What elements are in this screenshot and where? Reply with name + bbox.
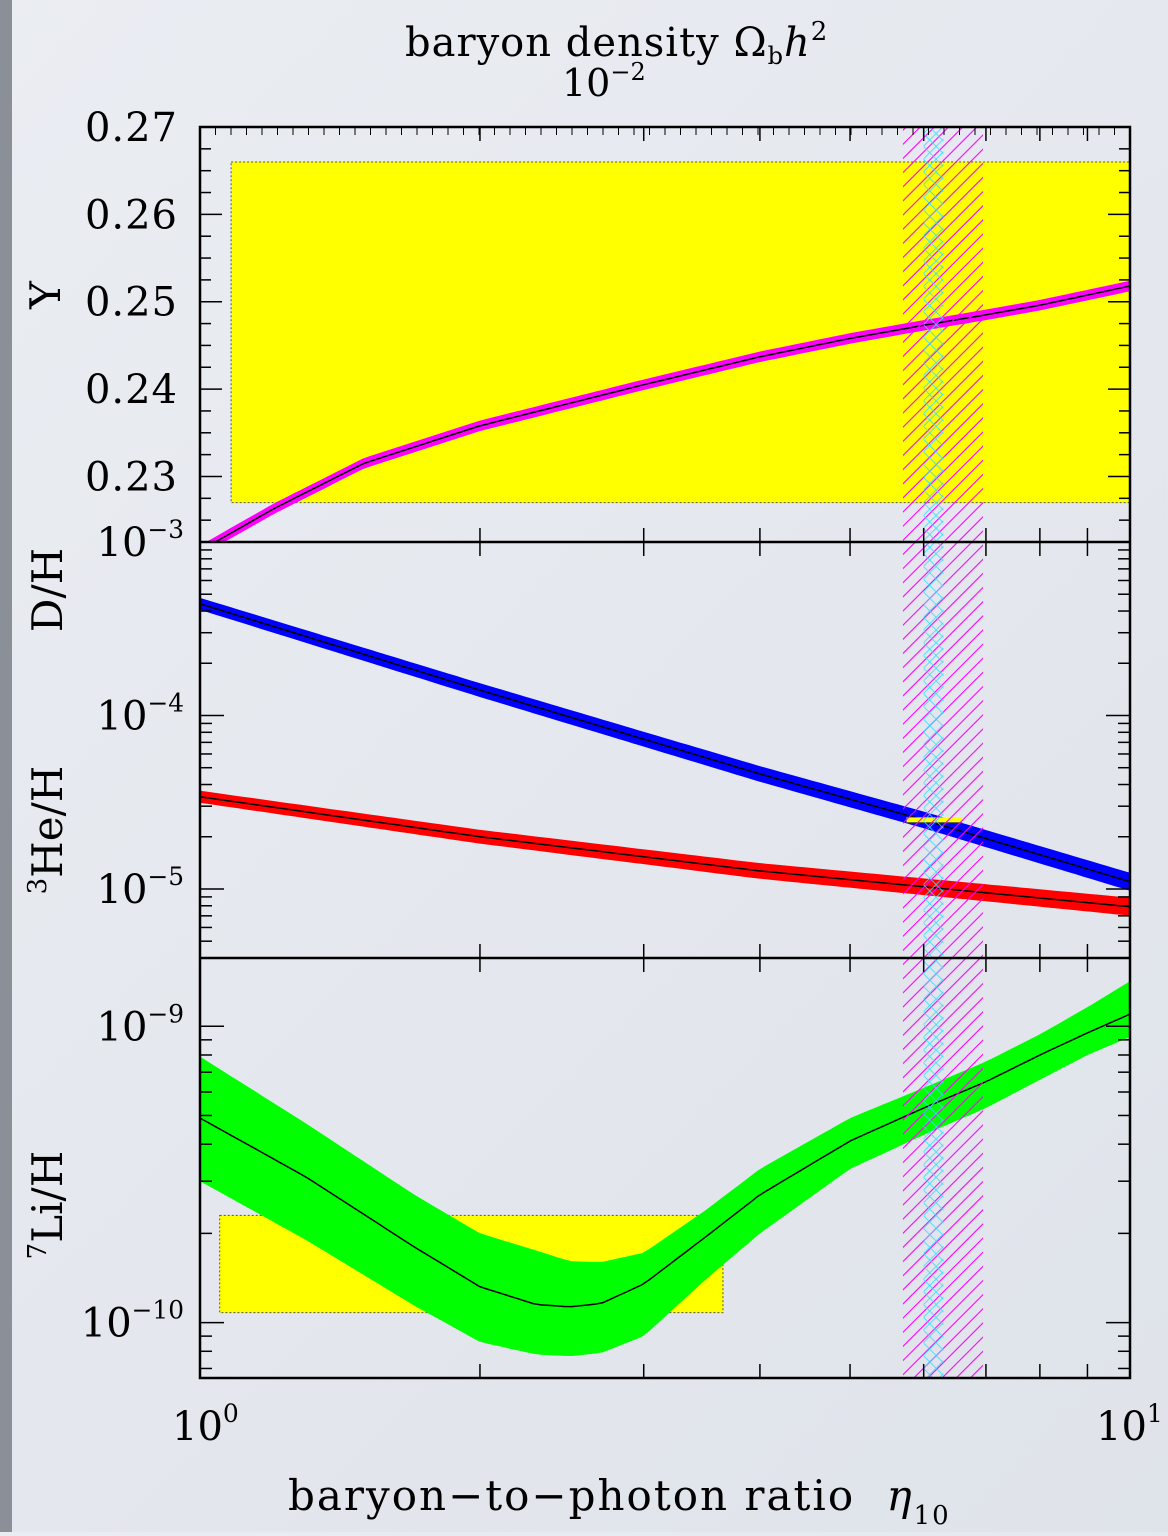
y-label-He3H: 3He/H [23, 766, 72, 895]
y-tick-label: 10−9 [97, 999, 184, 1050]
obs-box-Y [230, 161, 1131, 504]
y-tick-label: 10−4 [97, 688, 184, 739]
x-tick-label: 101 [1096, 1399, 1163, 1450]
x-axis-label: baryon−to−photon ratio η10 [288, 1471, 951, 1531]
y-label-DH: D/H [23, 548, 72, 632]
y-tick-label: 0.27 [85, 105, 178, 151]
y-tick-label: 10−3 [97, 515, 184, 566]
axes-frame [198, 125, 1132, 1380]
y-tick-label: 0.25 [85, 280, 178, 326]
y-label-Y: Y [21, 280, 70, 310]
series-Li7-0-band [200, 981, 1130, 1356]
y-tick-label: 10−10 [81, 1296, 184, 1347]
y-tick-label: 0.24 [85, 367, 178, 413]
y-tick-label: 0.23 [85, 454, 178, 500]
series-DHe3-0-band [200, 597, 1130, 891]
series-Y-0-band [206, 280, 1130, 542]
series-DHe3-1-band [200, 790, 1130, 916]
band-narrow-hatch-b [923, 127, 944, 1378]
left-edge-strip [0, 0, 12, 1532]
vertical-bands [902, 127, 984, 1378]
x-tick-label: 100 [172, 1399, 239, 1450]
y-tick-label: 0.26 [85, 192, 178, 238]
y-tick-label: 10−5 [97, 862, 184, 913]
top-axis-title: baryon density Ωbh2 [405, 17, 828, 70]
y-label-Li7H: 7Li/H [23, 1151, 72, 1260]
top-axis-extra-label: 10−2 [562, 58, 646, 105]
